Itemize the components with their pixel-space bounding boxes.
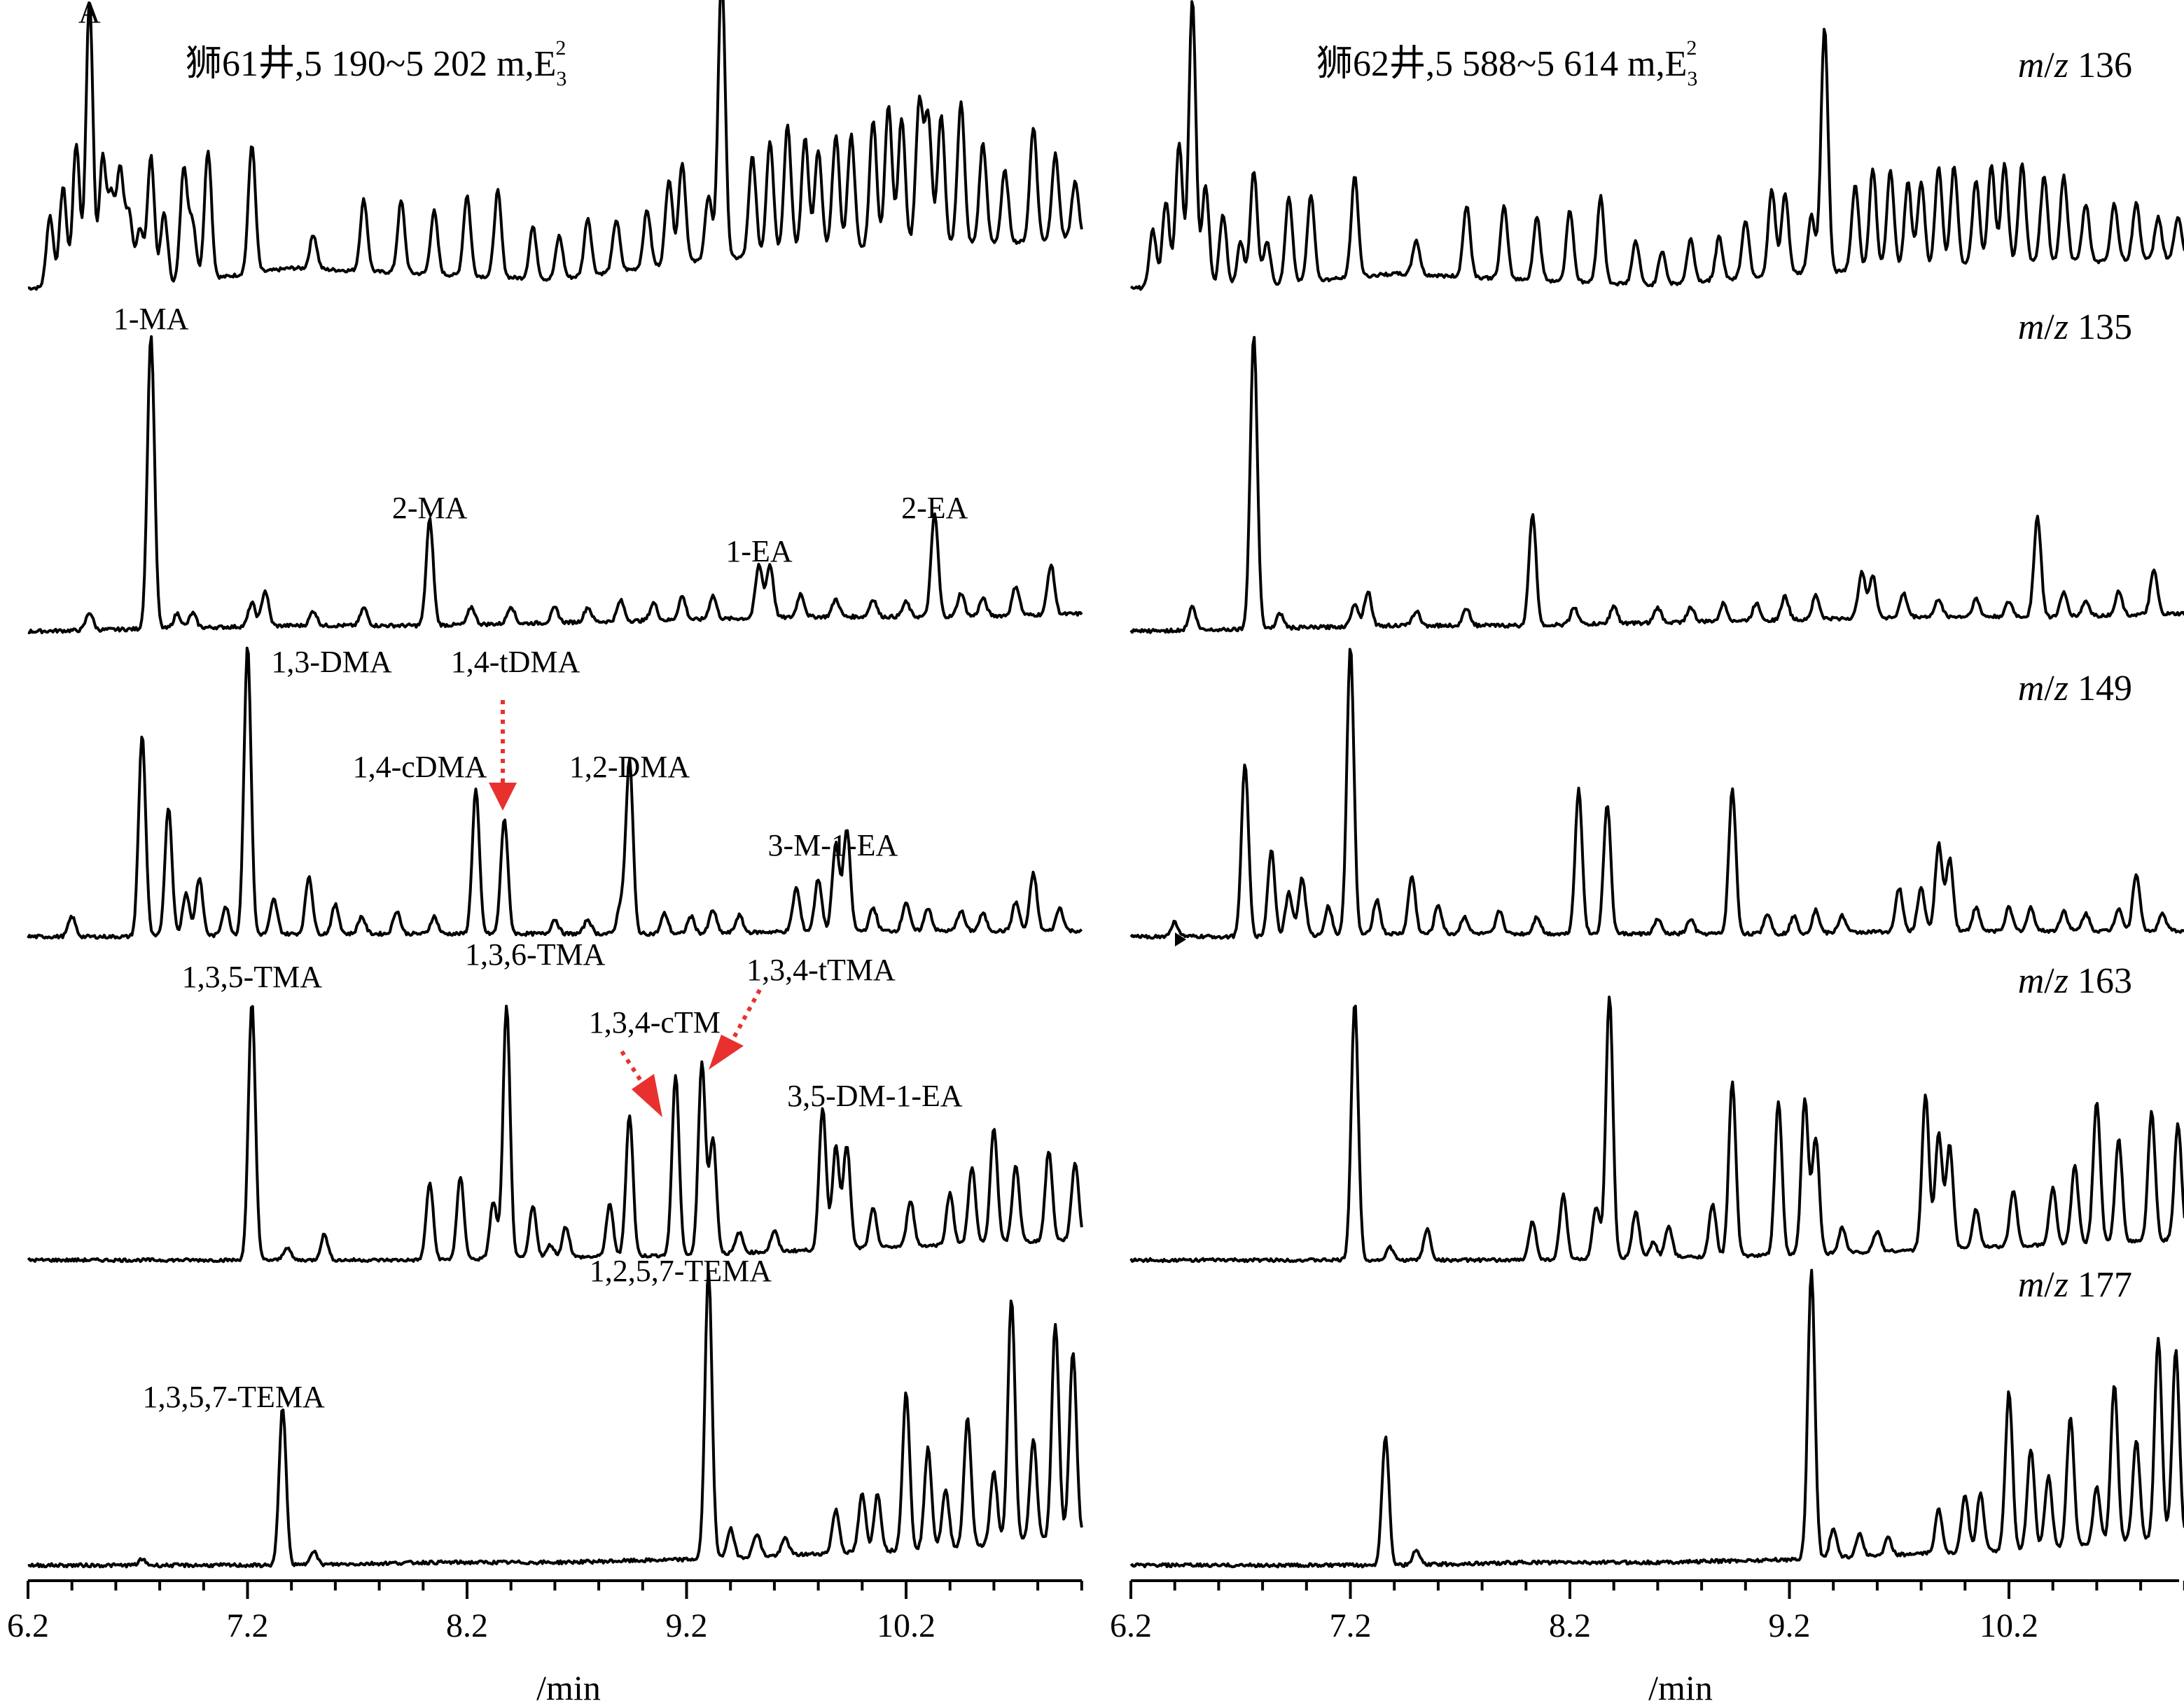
x-tick-label: 7.2 <box>1330 1607 1372 1644</box>
trace-marker-icon <box>1175 932 1186 946</box>
peak-label: 2-MA <box>392 491 468 525</box>
peak-label: 1-MA <box>113 302 189 336</box>
arrow-1-3-4-ttma <box>730 988 762 1042</box>
peak-label: 1,3,6-TMA <box>465 937 606 972</box>
trace-panel0-ion3 <box>27 1005 1083 1264</box>
ion-label: m/z 149 <box>2018 669 2132 708</box>
peak-label: A <box>78 0 101 29</box>
trace-panel0-ion1 <box>27 335 1083 634</box>
x-tick-label: 7.2 <box>227 1607 269 1644</box>
arrowhead-1-3-4-ctm <box>632 1074 662 1117</box>
trace-panel0-ion4 <box>27 1271 1083 1569</box>
chromatogram-traces <box>27 0 2184 1569</box>
peak-label: 1,4-tDMA <box>451 645 580 679</box>
trace-panel1-ion0 <box>1129 0 2184 291</box>
peak-labels: A 1-MA 2-MA 1-EA 2-EA 1,3-DMA 1,4-tDMA 1,4-cDMA… <box>78 0 968 1414</box>
peak-label: 3,5-DM-1-EA <box>787 1079 963 1113</box>
peak-label: 1-EA <box>725 534 793 568</box>
peak-label: 1,3,5,7-TEMA <box>143 1380 326 1414</box>
x-tick-label: 10.2 <box>1980 1607 2038 1644</box>
ion-labels: m/z 136 m/z 135 m/z 149 m/z 163 m/z 177 <box>2018 46 2132 1305</box>
peak-label: 1,3,4-tTMA <box>746 953 896 987</box>
arrowhead-1-3-4-ttma <box>709 1035 744 1070</box>
peak-label: 1,3,5-TMA <box>182 960 323 994</box>
peak-label: 1,4-cDMA <box>353 750 487 784</box>
arrowhead-1-4-tdma <box>489 783 517 811</box>
x-tick-label: 10.2 <box>877 1607 935 1644</box>
x-axis-label: /min <box>1648 1668 1713 1706</box>
trace-panel1-ion3 <box>1129 995 2184 1264</box>
x-axes: 6.2 7.2 8.2 9.2 10.2/min 6.2 7.2 8.2 9.2 10.2/min <box>7 1579 2184 1706</box>
peak-label: 1,3,4-cTM <box>589 1005 721 1040</box>
ion-label: m/z 177 <box>2018 1265 2132 1305</box>
x-tick-label: 9.2 <box>666 1607 708 1644</box>
trace-panel1-ion4 <box>1129 1268 2184 1569</box>
peak-label: 1,2-DMA <box>569 750 690 784</box>
panel-right-title: 狮62井,5 588~5 614 m,E32 <box>1316 36 1697 90</box>
trace-panel0-ion0 <box>27 0 1083 291</box>
arrow-1-3-4-ctm <box>620 1050 645 1085</box>
x-axis-label: /min <box>536 1668 601 1706</box>
trace-panel1-ion2 <box>1129 648 2184 940</box>
annotation-arrows <box>489 700 762 1117</box>
panel-left-title: 狮61井,5 190~5 202 m,E32 <box>186 36 566 90</box>
ion-label: m/z 136 <box>2018 46 2132 85</box>
peak-label: 3-M-1-EA <box>768 828 898 862</box>
trace-panel0-ion2 <box>27 646 1083 940</box>
peak-label: 1,2,5,7-TEMA <box>590 1254 772 1288</box>
x-tick-label: 6.2 <box>7 1607 49 1644</box>
x-tick-label: 8.2 <box>1549 1607 1591 1644</box>
peak-label: 1,3-DMA <box>271 645 392 679</box>
peak-label: 2-EA <box>901 491 968 525</box>
x-tick-label: 8.2 <box>446 1607 488 1644</box>
trace-panel1-ion1 <box>1129 335 2184 634</box>
x-tick-label: 6.2 <box>1110 1607 1152 1644</box>
x-tick-label: 9.2 <box>1769 1607 1811 1644</box>
ion-label: m/z 163 <box>2018 961 2132 1001</box>
ion-label: m/z 135 <box>2018 307 2132 347</box>
